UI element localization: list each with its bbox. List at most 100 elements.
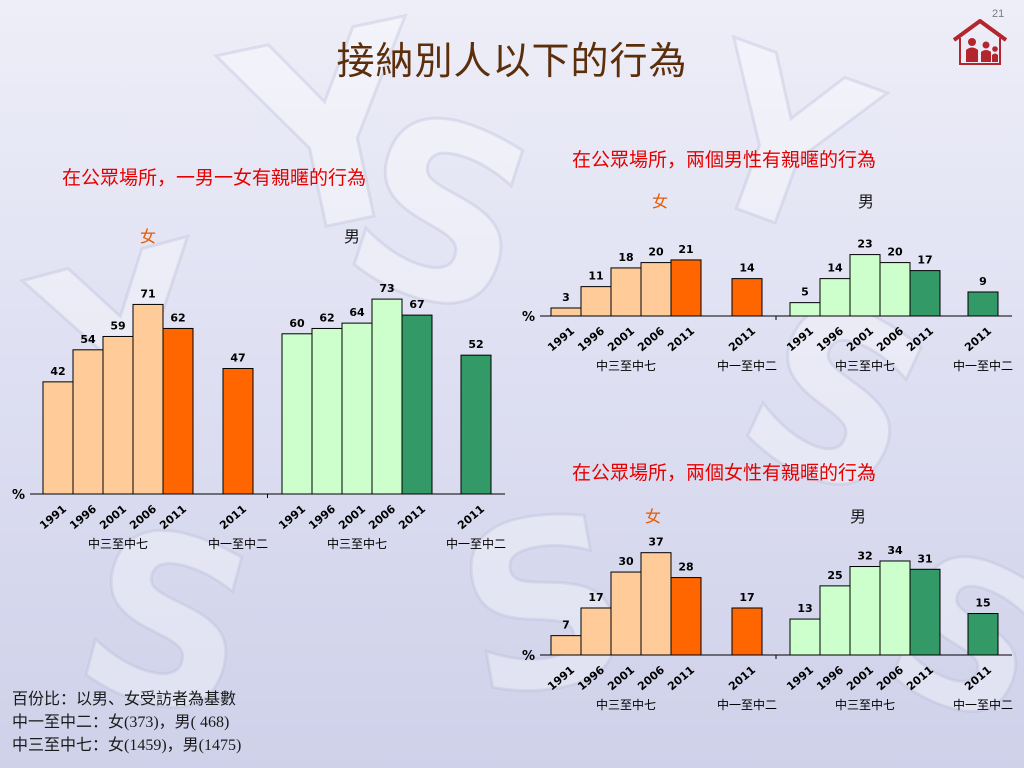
bar-female-2011 <box>670 259 702 317</box>
tick-label: 1996 <box>575 663 607 693</box>
tick-label: 1991 <box>37 502 69 532</box>
footnote-line-3: 中三至中七：女(1459)，男(1475) <box>12 737 242 754</box>
tick-label: 2001 <box>844 324 876 354</box>
level-label: 中一至中二 <box>717 358 777 373</box>
tick-label: 2006 <box>874 663 906 693</box>
bar-female-2006 <box>132 303 164 495</box>
level-label: 中一至中二 <box>208 536 268 551</box>
tick-label: 1991 <box>784 663 816 693</box>
data-label: 14 <box>827 262 843 275</box>
data-label: 47 <box>230 352 245 365</box>
data-label: 15 <box>975 597 990 610</box>
tick-label: 2011 <box>726 663 758 693</box>
tick-label: 1996 <box>814 663 846 693</box>
chart3-female-label: 女 <box>645 507 662 526</box>
data-label: 17 <box>588 591 603 604</box>
tick-label: 2011 <box>396 502 428 532</box>
data-label: 23 <box>857 238 872 251</box>
level-label: 中三至中七 <box>88 536 148 551</box>
tick-label: 2011 <box>726 324 758 354</box>
level-label: 中三至中七 <box>327 536 387 551</box>
tick-label: 2006 <box>635 324 667 354</box>
level-label: 中一至中二 <box>953 358 1013 373</box>
tick-label: 2001 <box>605 324 637 354</box>
tick-label: 2011 <box>665 324 697 354</box>
bar-male-2001 <box>849 566 881 656</box>
level-label: 中一至中二 <box>717 697 777 712</box>
bar-female-2011 <box>731 607 763 656</box>
data-label: 64 <box>349 306 365 319</box>
data-label: 62 <box>319 311 334 324</box>
bar-female-2011 <box>670 577 702 656</box>
tick-label: 2001 <box>336 502 368 532</box>
y-axis-label: % <box>522 310 535 325</box>
bar-female-2011 <box>731 278 763 317</box>
bar-male-2011 <box>967 291 999 317</box>
level-label: 中三至中七 <box>596 358 656 373</box>
chart-two-males: %31991111996182001202006212011中三至中七14201… <box>522 238 1013 373</box>
bar-male-1996 <box>819 278 851 317</box>
data-label: 28 <box>678 561 693 574</box>
tick-label: 2011 <box>962 324 994 354</box>
data-label: 52 <box>468 338 483 351</box>
tick-label: 2001 <box>844 663 876 693</box>
data-label: 34 <box>887 544 903 557</box>
bar-female-1991 <box>42 381 74 495</box>
bar-female-2006 <box>640 262 672 317</box>
data-label: 67 <box>409 298 424 311</box>
tick-label: 2001 <box>97 502 129 532</box>
level-label: 中三至中七 <box>835 697 895 712</box>
bar-male-2001 <box>849 254 881 317</box>
slide-title: 接納別人以下的行為 <box>336 39 688 83</box>
bar-male-2001 <box>341 322 373 495</box>
data-label: 30 <box>618 555 634 568</box>
y-axis-label: % <box>522 649 535 664</box>
bar-female-1996 <box>72 349 104 495</box>
tick-label: 2011 <box>665 663 697 693</box>
bar-female-2011 <box>162 327 194 495</box>
page-number: 21 <box>992 8 1005 20</box>
tick-label: 1996 <box>306 502 338 532</box>
chart2-female-label: 女 <box>652 192 669 211</box>
footnote: 百份比：以男、女受訪者為基數 中一至中二：女(373)，男( 468) 中三至中… <box>12 688 241 757</box>
data-label: 5 <box>801 286 809 299</box>
data-label: 20 <box>887 246 903 259</box>
bar-male-2011 <box>909 270 941 317</box>
data-label: 25 <box>827 569 842 582</box>
bar-female-2001 <box>610 571 642 656</box>
tick-label: 2011 <box>455 502 487 532</box>
bar-female-2001 <box>102 335 134 495</box>
bar-female-2001 <box>610 267 642 317</box>
data-label: 37 <box>648 536 663 549</box>
tick-label: 1991 <box>276 502 308 532</box>
data-label: 62 <box>170 311 185 324</box>
bar-male-2006 <box>879 262 911 317</box>
tick-label: 1996 <box>67 502 99 532</box>
bar-female-1991 <box>550 635 582 656</box>
data-label: 3 <box>562 291 570 304</box>
bar-male-1991 <box>789 302 821 317</box>
chart2-title: 在公眾場所，兩個男性有親暱的行為 <box>572 149 877 171</box>
data-label: 54 <box>80 333 96 346</box>
bar-female-1996 <box>580 286 612 317</box>
bar-female-1996 <box>580 607 612 656</box>
bar-female-1991 <box>550 307 582 317</box>
tick-label: 2011 <box>157 502 189 532</box>
chart3-male-label: 男 <box>850 507 867 526</box>
level-label: 中一至中二 <box>953 697 1013 712</box>
data-label: 59 <box>110 319 125 332</box>
tick-label: 2001 <box>605 663 637 693</box>
level-label: 中三至中七 <box>596 697 656 712</box>
tick-label: 2011 <box>904 324 936 354</box>
tick-label: 1996 <box>814 324 846 354</box>
data-label: 20 <box>648 246 664 259</box>
footnote-line-2: 中一至中二：女(373)，男( 468) <box>12 714 230 731</box>
house-family-logo-icon <box>952 19 1008 65</box>
tick-label: 2011 <box>904 663 936 693</box>
tick-label: 2006 <box>366 502 398 532</box>
tick-label: 2011 <box>217 502 249 532</box>
data-label: 9 <box>979 275 987 288</box>
data-label: 60 <box>289 317 305 330</box>
level-label: 中三至中七 <box>835 358 895 373</box>
